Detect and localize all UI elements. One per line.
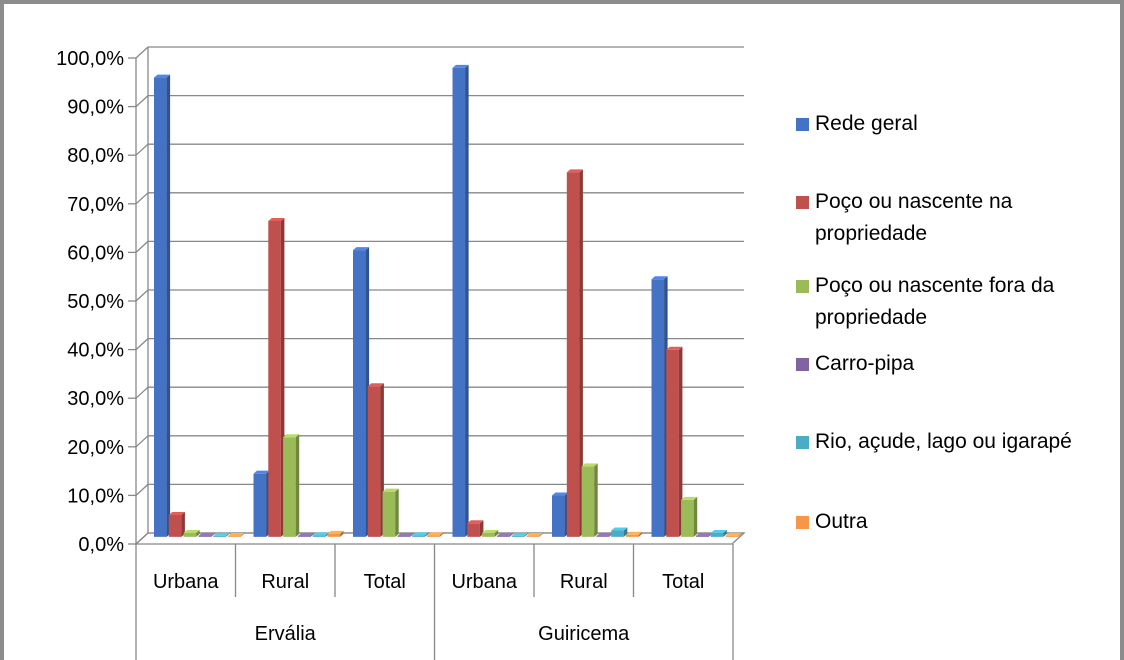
legend-item: Carro-pipa: [796, 348, 1116, 380]
bar: [382, 488, 399, 537]
legend-item: Rede geral: [796, 108, 1116, 140]
bar: [626, 531, 643, 537]
legend-swatch: [796, 118, 809, 131]
x-group-label: Ervália: [255, 623, 317, 645]
bar: [312, 532, 329, 537]
bar: [496, 533, 513, 537]
y-tick-label: 0,0%: [78, 534, 124, 556]
y-tick-label: 70,0%: [67, 194, 124, 216]
bar: [168, 511, 185, 537]
legend-label: Poço ou nascente na propriedade: [815, 190, 1013, 245]
gridline-side: [135, 338, 149, 351]
gridline-side: [135, 289, 149, 302]
x-category-label: Total: [364, 571, 406, 593]
x-group-label: Guiricema: [538, 623, 630, 645]
bar: [367, 383, 384, 537]
legend-swatch: [796, 196, 809, 209]
bar: [666, 346, 683, 537]
y-tick-label: 80,0%: [67, 145, 124, 167]
bar: [511, 532, 528, 537]
bar: [253, 470, 270, 537]
bar: [297, 533, 314, 537]
legend-swatch: [796, 280, 809, 293]
legend-item: Rio, açude, lago ou igarapé: [796, 426, 1116, 458]
y-tick-label: 60,0%: [67, 242, 124, 264]
gridline-side: [135, 192, 149, 205]
y-tick-label: 10,0%: [67, 485, 124, 507]
legend-item: Poço ou nascente fora da propriedade: [796, 270, 1116, 334]
legend-label: Outra: [815, 510, 868, 533]
legend-swatch: [796, 358, 809, 371]
x-category-label: Total: [662, 571, 704, 593]
bar: [581, 463, 598, 537]
bar: [213, 532, 230, 537]
legend-label: Rede geral: [815, 112, 918, 135]
bar: [427, 532, 444, 537]
gridline-side: [135, 143, 149, 156]
bar: [397, 533, 414, 537]
y-tick-label: 40,0%: [67, 340, 124, 362]
bar: [566, 169, 583, 537]
x-category-label: Rural: [560, 571, 608, 593]
bar: [467, 520, 484, 537]
bar: [452, 64, 469, 537]
bar: [611, 527, 628, 537]
x-category-label: Rural: [261, 571, 309, 593]
gridline-side: [135, 435, 149, 448]
bar: [725, 532, 742, 537]
bar: [327, 530, 344, 537]
bar: [412, 532, 429, 537]
gridline-side: [135, 483, 149, 496]
gridline-side: [135, 95, 149, 108]
y-tick-label: 30,0%: [67, 388, 124, 410]
bar: [283, 434, 300, 537]
gridline-side: [135, 386, 149, 399]
bar: [651, 276, 668, 537]
y-tick-label: 20,0%: [67, 437, 124, 459]
legend-item: Outra: [796, 506, 1116, 538]
y-tick-label: 100,0%: [56, 48, 124, 70]
gridline-side: [135, 46, 149, 59]
bar: [681, 496, 698, 537]
x-category-label: Urbana: [153, 571, 219, 593]
chart-floor: [134, 532, 746, 545]
x-category-label: Urbana: [451, 571, 517, 593]
bar: [154, 74, 171, 537]
bar: [353, 247, 370, 537]
legend-label: Poço ou nascente fora da propriedade: [815, 274, 1055, 329]
gridline-side: [135, 240, 149, 253]
bar: [183, 529, 200, 537]
bar: [198, 533, 215, 537]
legend-item: Poço ou nascente na propriedade: [796, 186, 1116, 250]
bar: [552, 492, 569, 537]
legend-label: Carro-pipa: [815, 352, 915, 375]
y-tick-label: 50,0%: [67, 291, 124, 313]
y-tick-label: 90,0%: [67, 97, 124, 119]
legend-swatch: [796, 516, 809, 529]
bar: [710, 529, 727, 537]
bar: [228, 533, 245, 537]
legend-swatch: [796, 436, 809, 449]
legend-label: Rio, açude, lago ou igarapé: [815, 430, 1072, 453]
bar: [482, 529, 499, 537]
bar: [526, 533, 543, 537]
bar: [268, 217, 285, 537]
